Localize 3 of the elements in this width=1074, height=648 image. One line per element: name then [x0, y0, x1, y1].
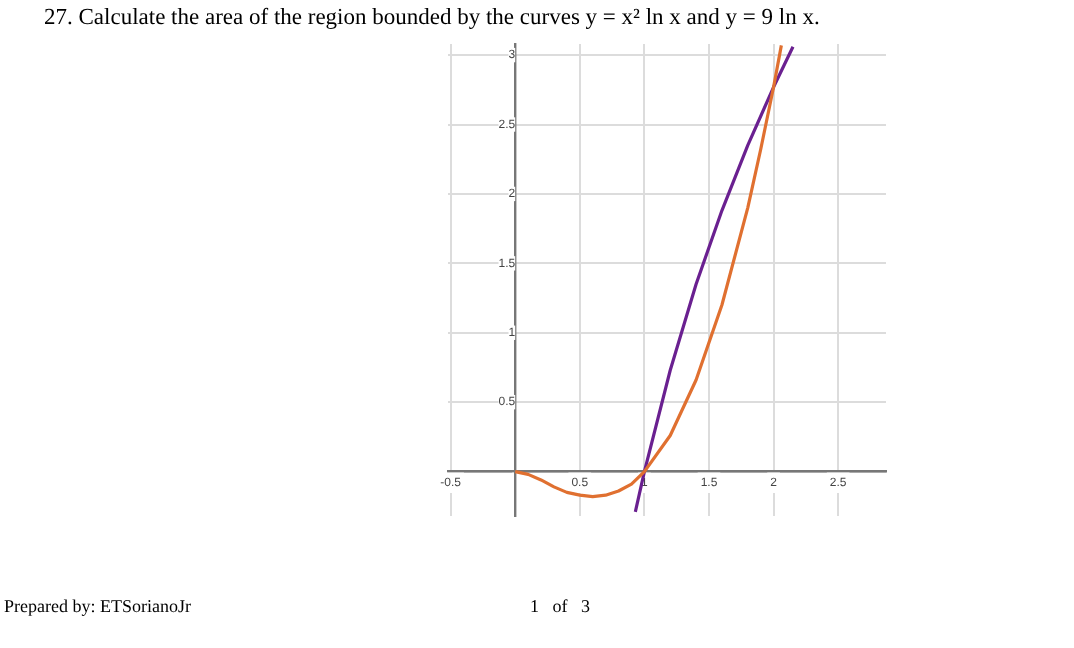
text: 1 of 3	[530, 596, 590, 616]
chart-title: 27. Calculate the area of the region bounded by the curves y = x² ln x and y = 9 ln x.	[44, 6, 820, 30]
text: Prepared by: ETSorianoJr	[4, 596, 191, 616]
